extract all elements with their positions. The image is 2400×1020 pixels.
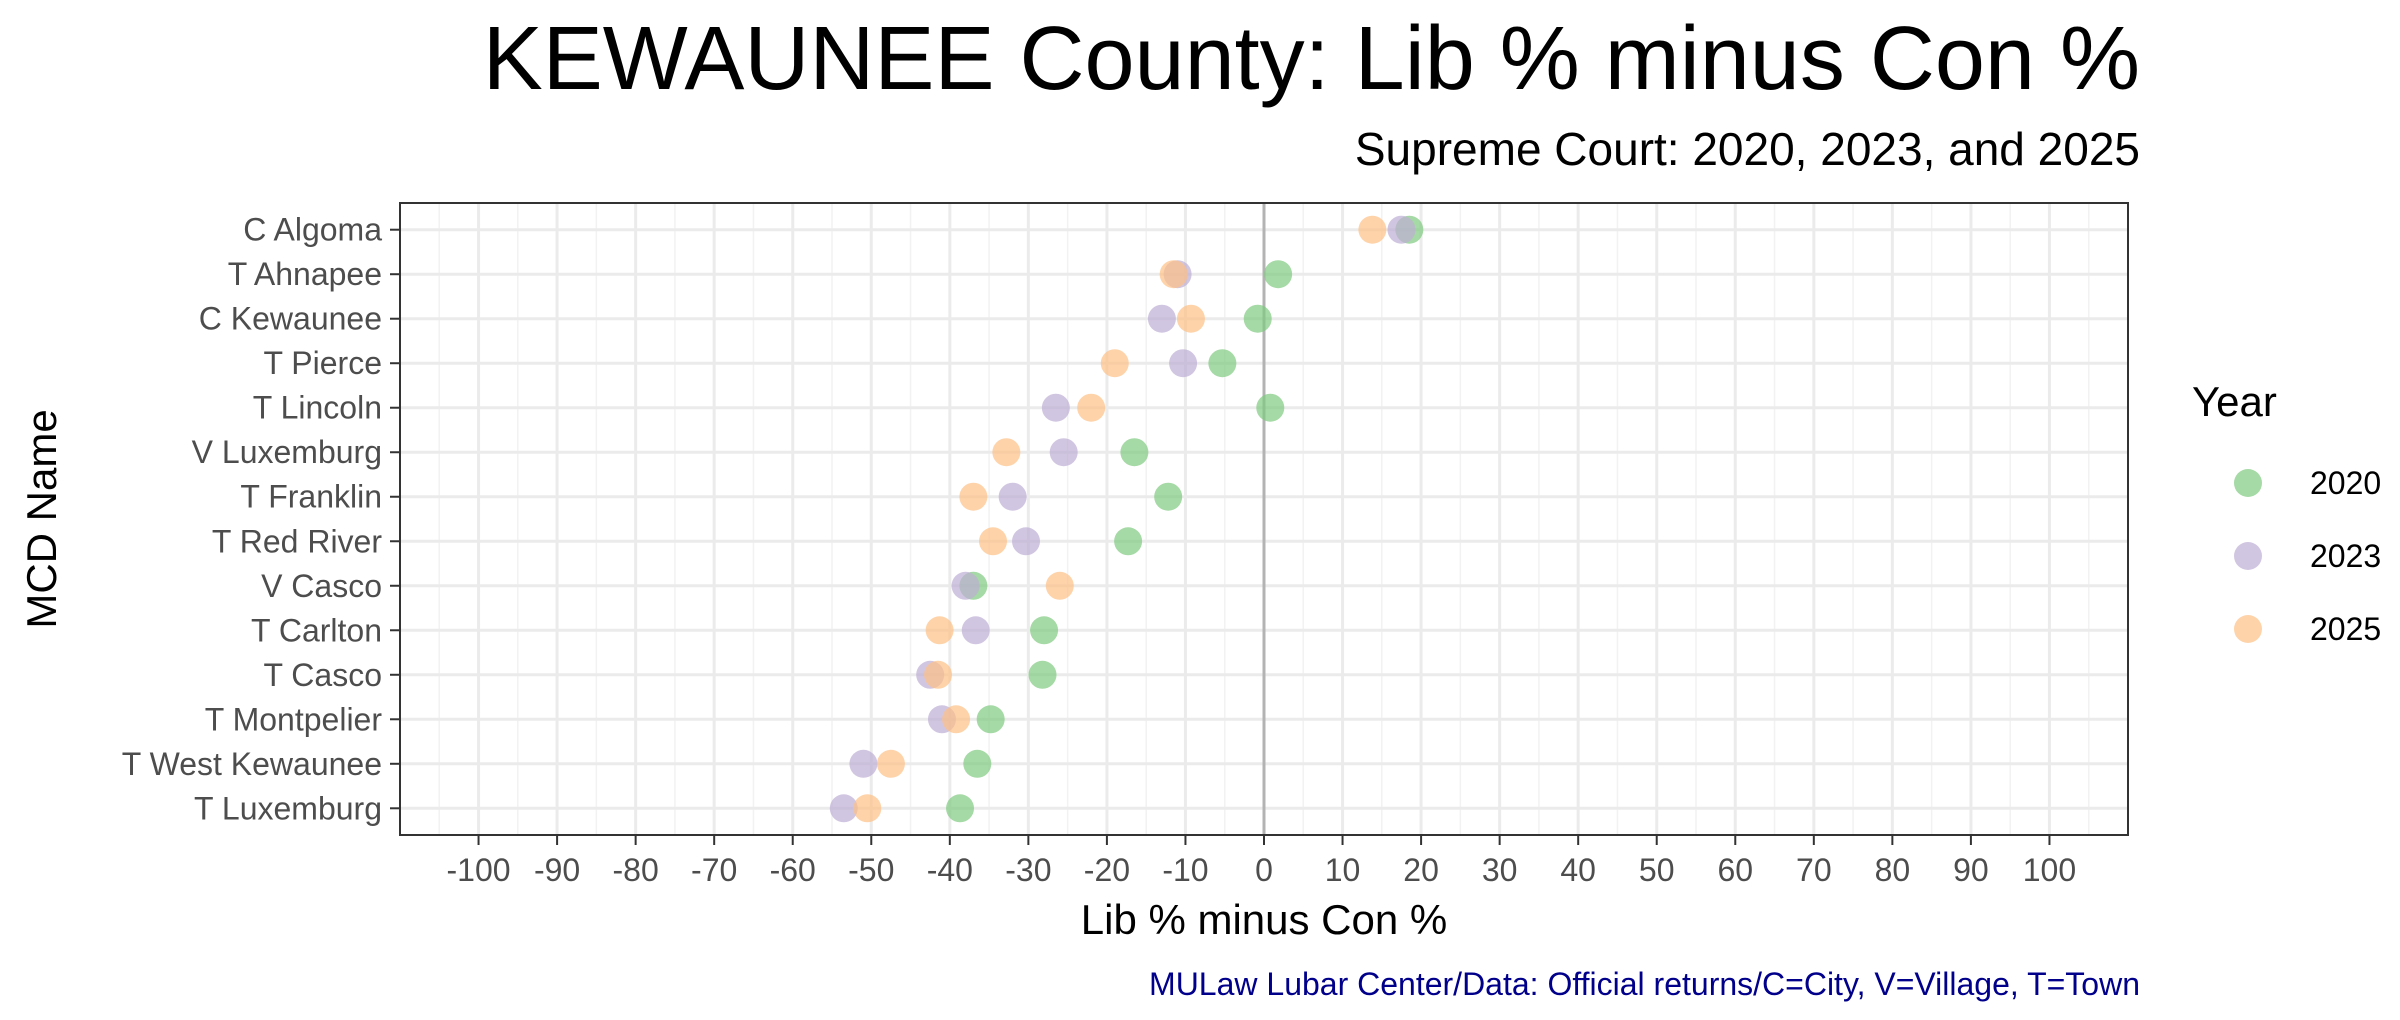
legend-key-2023 [2234,542,2262,570]
y-tick-label: V Luxemburg [192,434,382,470]
point-2023 [1169,349,1198,378]
point-2023 [1049,438,1078,467]
point-2023 [961,616,990,645]
x-tick-label: -40 [927,852,973,888]
point-2020 [1264,260,1293,289]
chart-title: KEWAUNEE County: Lib % minus Con % [482,9,2140,109]
x-tick-label: -10 [1162,852,1208,888]
point-2023 [1012,527,1041,556]
x-tick-label: -30 [1005,852,1051,888]
y-tick-label: T Red River [212,523,382,559]
point-2023 [951,571,980,600]
y-tick-label: T Montpelier [205,701,383,737]
axis-layer: -100 -90 -80 -70 -60 -50 -40 -30 -20 -10 0 10 20 30 40… [122,212,2076,888]
point-2025 [924,660,953,689]
x-tick-label: 40 [1560,852,1596,888]
point-2025 [876,749,905,778]
x-tick-label: -50 [848,852,894,888]
y-tick-label: T Ahnapee [228,256,382,292]
legend-title: Year [2192,378,2277,425]
x-tick-label: 90 [1953,852,1989,888]
x-tick-label: 0 [1255,852,1273,888]
point-2020 [1114,527,1143,556]
point-2020 [1154,482,1183,511]
x-tick-label: 70 [1796,852,1832,888]
y-tick-label: T Casco [263,657,382,693]
point-2025 [1077,393,1106,422]
x-tick-label: -80 [613,852,659,888]
point-2020 [1030,616,1059,645]
x-tick-label: 80 [1875,852,1911,888]
point-2023 [849,749,878,778]
point-2025 [959,482,988,511]
x-tick-label: -60 [770,852,816,888]
legend-key-2020 [2234,469,2262,497]
y-tick-label: T Carlton [251,612,382,648]
point-2025 [853,794,882,823]
legend-label-2025: 2025 [2310,611,2381,647]
point-2025 [1159,260,1188,289]
point-2020 [963,749,992,778]
point-2025 [1358,215,1387,244]
x-tick-label: -90 [534,852,580,888]
x-axis-title: Lib % minus Con % [1081,896,1448,943]
y-tick-label: T Lincoln [253,390,382,426]
grid-layer [400,203,2128,835]
x-tick-label: 50 [1639,852,1675,888]
legend-label-2020: 2020 [2310,465,2381,501]
y-tick-label: C Kewaunee [199,301,382,337]
point-2020 [1256,393,1285,422]
x-tick-label: 100 [2023,852,2076,888]
chart-subtitle: Supreme Court: 2020, 2023, and 2025 [1354,123,2140,175]
point-2025 [925,616,954,645]
point-2023 [1041,393,1070,422]
legend-key-2025 [2234,615,2262,643]
y-tick-label: C Algoma [243,212,382,248]
point-2020 [976,705,1005,734]
y-tick-label: V Casco [261,568,382,604]
point-2023 [998,482,1027,511]
x-tick-label: -70 [691,852,737,888]
point-2025 [942,705,971,734]
point-2023 [1147,304,1176,333]
y-axis-title: MCD Name [18,409,65,628]
points-layer [829,215,1424,823]
point-2020 [1208,349,1237,378]
point-2020 [1120,438,1149,467]
point-2025 [1176,304,1205,333]
x-tick-label: 60 [1717,852,1753,888]
point-2023 [829,794,858,823]
y-tick-label: T Pierce [263,345,382,381]
point-2025 [1045,571,1074,600]
x-tick-label: 30 [1482,852,1518,888]
x-tick-label: -100 [447,852,511,888]
point-2025 [992,438,1021,467]
point-2020 [946,794,975,823]
point-2020 [1243,304,1272,333]
legend: 2020 2023 2025 [2234,465,2381,647]
point-2025 [1100,349,1129,378]
point-2020 [1028,660,1057,689]
legend-label-2023: 2023 [2310,538,2381,574]
x-tick-label: -20 [1084,852,1130,888]
point-2025 [979,527,1008,556]
point-2023 [1387,215,1416,244]
y-tick-label: T Luxemburg [194,790,382,826]
chart-caption: MULaw Lubar Center/Data: Official return… [1149,966,2140,1002]
y-tick-label: T Franklin [240,479,382,515]
x-tick-label: 10 [1325,852,1361,888]
x-tick-label: 20 [1403,852,1439,888]
y-tick-label: T West Kewaunee [122,746,382,782]
